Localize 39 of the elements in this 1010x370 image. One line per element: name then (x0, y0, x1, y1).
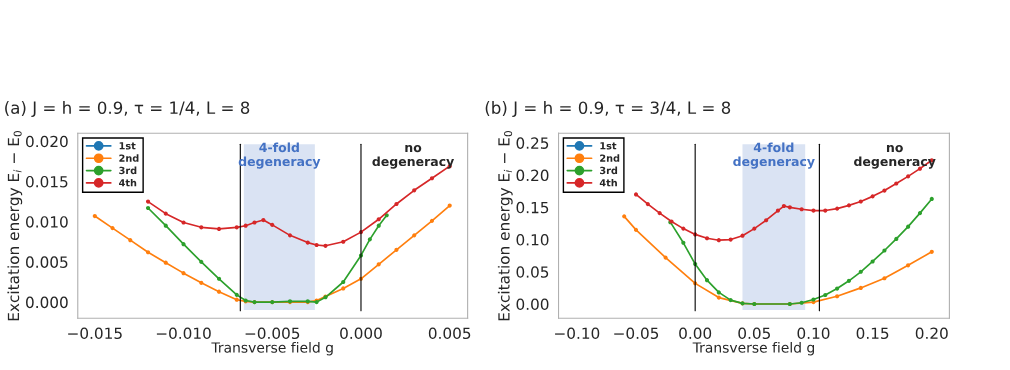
x-axis-title: Transverse field g (692, 342, 814, 356)
x-tick-label: −0.015 (68, 327, 122, 340)
x-tick-label: 0.00 (679, 327, 712, 340)
x-tick-label: 0.15 (856, 327, 889, 340)
y-tick-label: 0.15 (516, 201, 549, 214)
y-axis-title: Excitation energy E$_{i}$ − E$_{0}$ (497, 130, 513, 321)
x-tick-label: 0.000 (340, 327, 382, 340)
y-tick-label: 0.10 (516, 234, 549, 246)
y-tick-label: 0.25 (516, 137, 549, 149)
y-tick-label: 0.20 (516, 169, 549, 182)
band-label: 4-fold degeneracy (733, 142, 815, 169)
x-tick-label: −0.010 (156, 327, 211, 340)
y-tick-label: 0.010 (26, 216, 68, 228)
legend-label: 3rd (119, 166, 137, 175)
legend-label: 1st (600, 142, 617, 150)
x-axis-title: Transverse field g (211, 342, 333, 356)
legend-label: 4th (599, 178, 617, 187)
x-tick-label: 0.05 (738, 327, 770, 340)
annotation: no degeneracy (372, 144, 455, 169)
y-tick-label: 0.015 (26, 175, 68, 188)
x-tick-label: 0.10 (797, 327, 830, 340)
x-tick-label: 0.005 (428, 327, 471, 340)
x-tick-label: −0.005 (245, 327, 300, 340)
x-tick-label: 0.20 (915, 327, 948, 340)
y-tick-label: 0.000 (26, 296, 68, 309)
y-tick-label: 0.05 (516, 266, 549, 278)
y-tick-label: 0.020 (26, 135, 68, 148)
legend-label: 1st (119, 142, 136, 150)
chart-title: (b) J = h = 0.9, τ = 3/4, L = 8 (485, 101, 731, 118)
chart-title: (a) J = h = 0.9, τ = 1/4, L = 8 (5, 101, 250, 118)
y-axis-title: Excitation energy E$_{i}$ − E$_{0}$ (7, 130, 23, 321)
legend-label: 4th (119, 178, 137, 187)
x-tick-label: −0.10 (555, 327, 600, 340)
x-tick-label: −0.05 (614, 327, 659, 340)
legend-label: 2nd (600, 154, 620, 162)
y-tick-label: 0.005 (26, 256, 68, 268)
legend-label: 2nd (119, 154, 139, 162)
legend-label: 3rd (600, 166, 618, 175)
y-tick-label: 0.00 (516, 298, 549, 311)
